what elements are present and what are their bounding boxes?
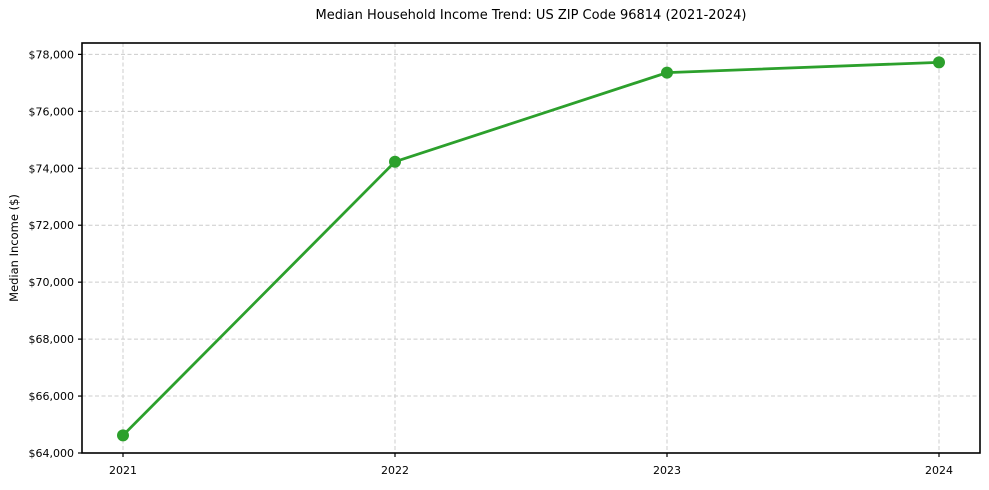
axes-spines: [81, 42, 981, 454]
y-tick-label: $78,000: [29, 48, 75, 61]
y-tick-label: $68,000: [29, 333, 75, 346]
y-tick-label: $76,000: [29, 105, 75, 118]
data-point-marker: [117, 429, 129, 442]
y-axis-label: Median Income ($): [7, 194, 21, 302]
y-tick-label: $74,000: [29, 162, 75, 175]
y-tick-label: $70,000: [29, 276, 75, 289]
x-tick-label: 2021: [109, 464, 137, 477]
data-point-marker: [389, 155, 401, 168]
x-tick-label: 2023: [653, 464, 681, 477]
series-line: [121, 60, 941, 437]
y-tick-label: $72,000: [29, 219, 75, 232]
data-point-marker: [661, 66, 673, 79]
y-tick-label: $66,000: [29, 390, 75, 403]
x-tick-label: 2024: [925, 464, 953, 477]
y-tick-label: $64,000: [29, 447, 75, 460]
chart-title: Median Household Income Trend: US ZIP Co…: [315, 8, 747, 23]
x-tick-label: 2022: [381, 464, 409, 477]
data-point-marker: [933, 56, 945, 69]
